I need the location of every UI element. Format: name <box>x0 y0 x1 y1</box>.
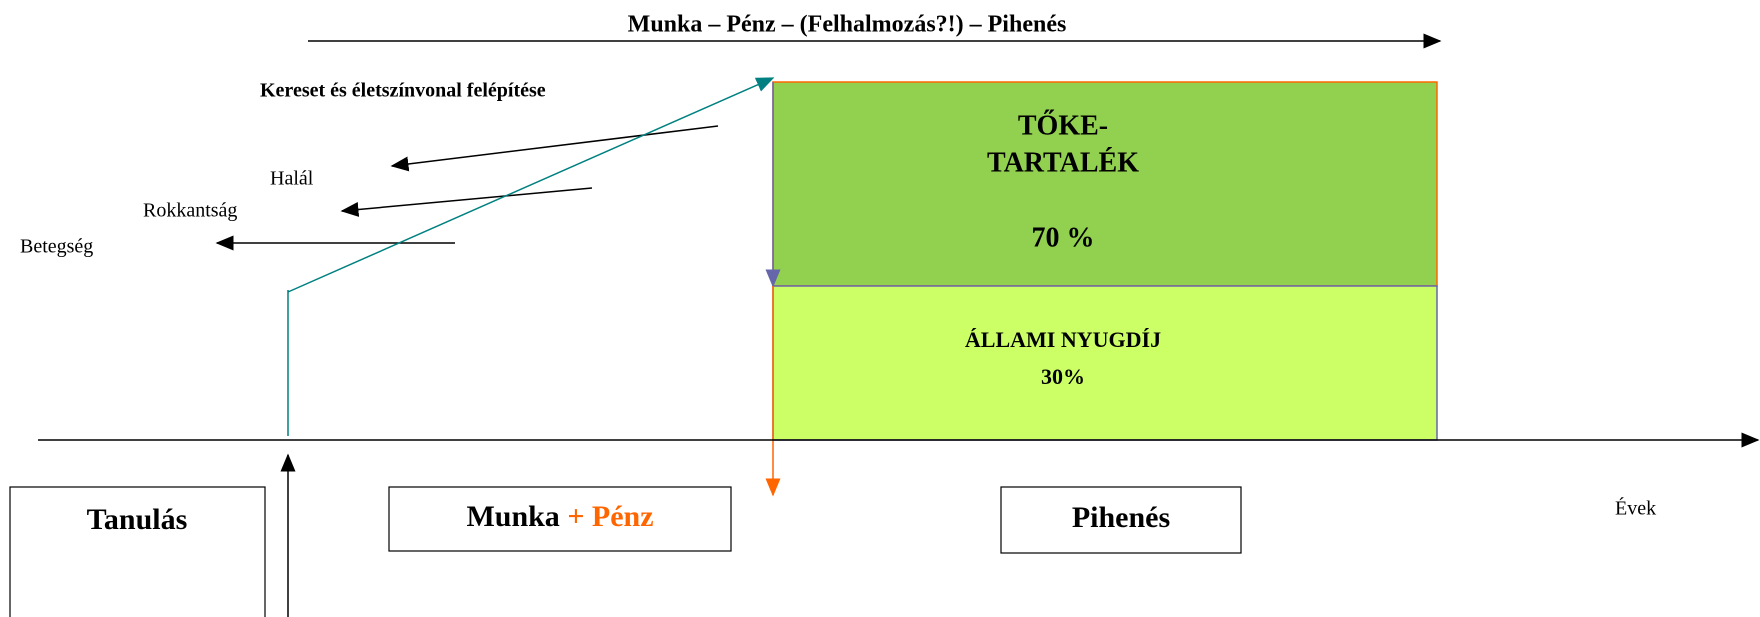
state-label: ÁLLAMI NYUGDÍJ <box>965 327 1161 352</box>
axis-label: Évek <box>1615 497 1656 520</box>
title: Munka – Pénz – (Felhalmozás?!) – Pihenés <box>628 12 1067 38</box>
phase-label: Munka + Pénz <box>466 500 653 533</box>
state-box <box>772 285 1438 441</box>
arrow <box>287 77 775 293</box>
capital-label: TŐKE- <box>1018 109 1108 141</box>
phase-label-part: Munka <box>466 500 559 533</box>
phase-label: Tanulás <box>87 503 188 536</box>
state-share: 30% <box>1041 364 1085 389</box>
risk-label: Betegség <box>20 236 93 258</box>
build-up-label: Kereset és életszínvonal felépítése <box>260 80 546 102</box>
capital-label: TARTALÉK <box>987 147 1139 178</box>
phase-label-part: + Pénz <box>567 500 653 533</box>
risk-label: Rokkantság <box>143 200 237 222</box>
capital-share: 70 % <box>1032 222 1095 253</box>
phase-label: Pihenés <box>1072 501 1170 534</box>
phase-box <box>9 486 266 617</box>
risk-label: Halál <box>270 168 314 190</box>
arrow <box>390 125 719 172</box>
arrow <box>340 187 593 217</box>
phase-box <box>388 486 732 552</box>
phase-box <box>1000 486 1242 554</box>
